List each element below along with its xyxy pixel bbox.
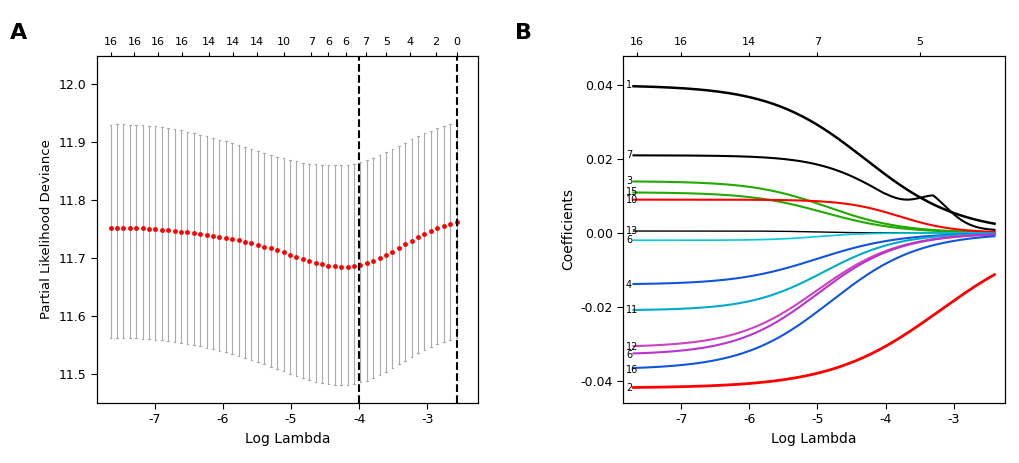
Text: 7: 7 (626, 150, 632, 160)
X-axis label: Log Lambda: Log Lambda (245, 432, 330, 446)
Text: 10: 10 (626, 194, 638, 205)
Text: 16: 16 (626, 364, 638, 375)
Text: A: A (10, 23, 28, 43)
Text: 1: 1 (626, 80, 632, 90)
Y-axis label: Partial Likelihood Deviance: Partial Likelihood Deviance (40, 139, 53, 319)
Text: 11: 11 (626, 306, 638, 315)
Y-axis label: Coefficients: Coefficients (560, 188, 575, 270)
Text: 4: 4 (626, 280, 632, 289)
Text: 13: 13 (626, 226, 638, 236)
X-axis label: Log Lambda: Log Lambda (770, 432, 856, 446)
Text: 2: 2 (626, 383, 632, 393)
Text: 6: 6 (626, 350, 632, 360)
Text: 6: 6 (626, 235, 632, 245)
Text: 3: 3 (626, 176, 632, 186)
Text: 15: 15 (626, 187, 638, 197)
Text: B: B (515, 23, 532, 43)
Text: 12: 12 (626, 343, 638, 352)
